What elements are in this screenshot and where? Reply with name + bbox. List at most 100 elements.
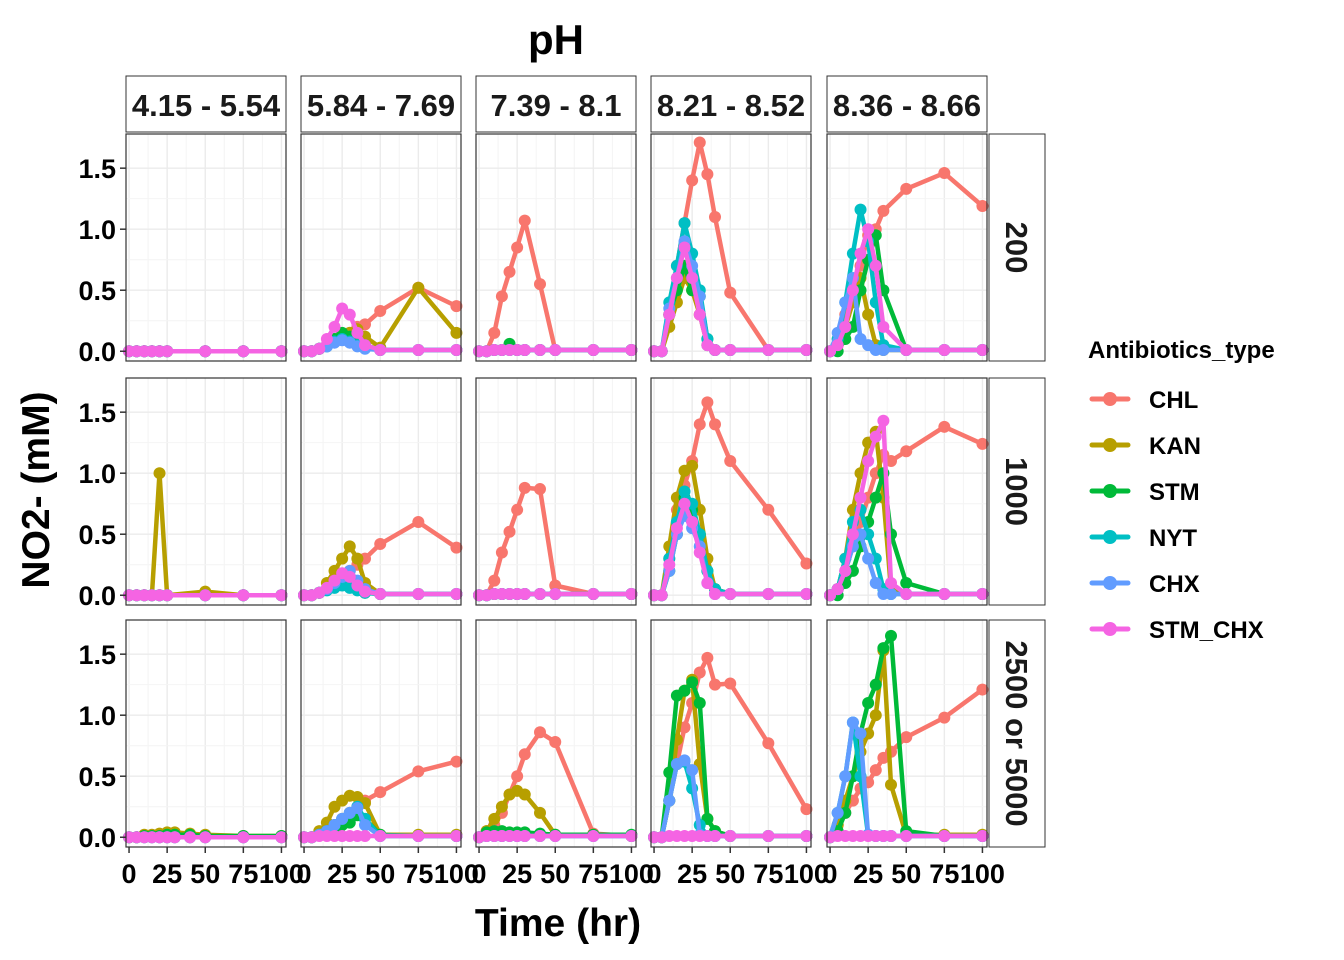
data-point-stm_chx — [237, 589, 250, 602]
x-tick-label: 25 — [502, 859, 532, 889]
data-point-stm_chx — [199, 345, 212, 358]
data-point-chl — [976, 437, 989, 450]
data-point-stm_chx — [549, 830, 562, 843]
data-point-kan — [885, 778, 897, 791]
col-strip — [125, 75, 287, 133]
col-strip — [650, 75, 812, 133]
data-point-stm_chx — [168, 831, 181, 844]
data-point-stm_chx — [900, 830, 913, 843]
data-point-chl — [549, 736, 562, 749]
data-point-stm_chx — [313, 342, 326, 355]
data-point-stm_chx — [686, 516, 699, 529]
row-strip — [988, 619, 1046, 848]
data-point-chl — [534, 278, 546, 291]
data-point-stm_chx — [412, 588, 425, 601]
data-point-stm_chx — [359, 585, 371, 598]
data-point-kan — [686, 459, 699, 472]
data-point-kan — [869, 709, 882, 722]
data-point-stm_chx — [678, 241, 691, 254]
x-tick-label: 0 — [122, 859, 137, 889]
data-point-chl — [877, 204, 890, 217]
data-point-stm_chx — [724, 830, 737, 843]
data-point-chl — [693, 418, 706, 431]
data-point-stm_chx — [839, 320, 852, 333]
data-point-chx — [869, 577, 882, 590]
data-point-stm_chx — [534, 344, 546, 357]
data-point-chl — [869, 764, 882, 777]
data-point-stm — [693, 696, 706, 709]
data-point-stm_chx — [549, 344, 562, 357]
y-tick-label: 1.0 — [78, 215, 116, 245]
x-tick-label: 25 — [677, 859, 707, 889]
row-strip-label: 200 — [999, 222, 1034, 274]
data-point-kan — [336, 552, 349, 565]
data-point-stm_chx — [351, 326, 364, 339]
data-point-stm_chx — [800, 588, 813, 601]
panel-border — [300, 377, 462, 606]
data-point-stm_chx — [862, 223, 875, 236]
panel-grid — [827, 378, 987, 605]
data-point-stm_chx — [275, 589, 288, 602]
legend-label: CHL — [1149, 387, 1198, 414]
data-point-stm — [877, 642, 890, 655]
row-strip — [988, 377, 1046, 606]
data-point-kan — [351, 552, 364, 565]
data-point-chl — [709, 678, 721, 691]
data-point-chx — [663, 794, 676, 807]
legend-key-point — [1103, 622, 1117, 636]
panel-2-1 — [298, 755, 463, 844]
data-point-chl — [938, 711, 951, 724]
data-point-chl — [938, 167, 951, 180]
panel-2-4 — [824, 629, 989, 844]
x-tick-label: 75 — [403, 859, 433, 889]
panel-grid — [476, 620, 636, 847]
col-strip — [826, 75, 988, 133]
legend-label: STM — [1149, 479, 1200, 506]
data-point-chl — [885, 454, 897, 467]
y-tick-label: 1.0 — [78, 459, 116, 489]
data-point-chl — [374, 304, 387, 317]
data-point-chl — [503, 525, 516, 538]
data-point-stm_chx — [518, 344, 531, 357]
data-point-stm — [885, 629, 897, 642]
data-point-stm_chx — [534, 588, 546, 601]
col-strip-label: 5.84 - 7.69 — [307, 88, 455, 123]
data-point-chl — [800, 803, 813, 816]
data-point-stm — [900, 577, 913, 590]
x-tick-label: 75 — [578, 859, 608, 889]
data-point-stm_chx — [625, 588, 638, 601]
x-tick-label: 0 — [823, 859, 838, 889]
data-point-kan — [412, 281, 425, 294]
x-tick-label: 50 — [190, 859, 220, 889]
data-point-chl — [534, 726, 546, 739]
data-point-kan — [534, 806, 546, 819]
data-point-stm_chx — [587, 588, 600, 601]
x-tick-label: 100 — [960, 859, 1005, 889]
data-point-stm_chx — [885, 830, 897, 843]
data-point-stm_chx — [328, 574, 341, 587]
panel-border — [650, 619, 812, 848]
data-point-chl — [900, 182, 913, 195]
data-point-stm_chx — [359, 830, 371, 843]
data-point-stm_chx — [800, 830, 813, 843]
data-point-chl — [724, 677, 737, 690]
x-axis-label: Time (hr) — [475, 902, 641, 945]
data-point-chl — [701, 168, 714, 181]
panel-border — [826, 377, 988, 606]
x-tick-label: 25 — [853, 859, 883, 889]
y-tick-label: 0.5 — [78, 276, 116, 306]
data-point-chl — [701, 651, 714, 664]
data-point-stm_chx — [374, 588, 387, 601]
panel-background — [301, 134, 461, 361]
x-tick-label: 100 — [434, 859, 479, 889]
panel-border — [650, 377, 812, 606]
col-strip-label: 8.21 - 8.52 — [657, 88, 805, 123]
data-point-chl — [450, 300, 463, 313]
col-strip — [475, 75, 637, 133]
data-point-stm_chx — [762, 344, 775, 357]
data-point-chl — [488, 326, 501, 339]
data-point-stm_chx — [885, 577, 897, 590]
data-point-stm_chx — [938, 344, 951, 357]
data-point-stm — [862, 696, 875, 709]
legend: Antibiotics_type CHL KAN STM NYT CHX STM_CHX — [1088, 337, 1275, 644]
